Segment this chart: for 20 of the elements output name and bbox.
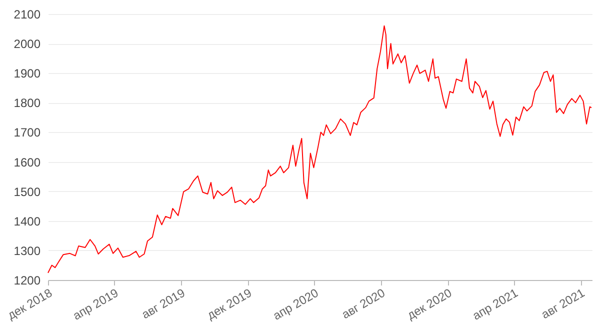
y-tick-label: 2100 bbox=[14, 8, 41, 22]
x-tick-label: апр 2021 bbox=[470, 286, 521, 323]
x-tick-label: дек 2019 bbox=[204, 286, 254, 322]
y-tick-label: 1400 bbox=[14, 214, 41, 228]
x-tick-label: авг 2021 bbox=[538, 286, 588, 322]
line-series bbox=[48, 25, 592, 274]
x-tick-label: дек 2020 bbox=[404, 286, 454, 322]
x-tick-label: апр 2020 bbox=[270, 286, 322, 323]
x-tick-label: апр 2019 bbox=[70, 286, 121, 323]
x-tick-label: авг 2019 bbox=[139, 286, 188, 322]
y-tick-label: 1800 bbox=[14, 96, 41, 110]
x-tick-label: дек 2018 bbox=[5, 286, 55, 322]
x-tick-label: авг 2020 bbox=[339, 286, 388, 322]
y-tick-label: 1900 bbox=[14, 66, 41, 81]
y-tick-label: 1600 bbox=[14, 155, 41, 170]
y-tick-label: 1700 bbox=[14, 126, 41, 140]
y-tick-label: 1500 bbox=[14, 184, 41, 199]
y-tick-label: 1300 bbox=[14, 244, 41, 258]
y-tick-label: 1200 bbox=[14, 274, 41, 288]
y-tick-label: 2000 bbox=[14, 37, 41, 52]
